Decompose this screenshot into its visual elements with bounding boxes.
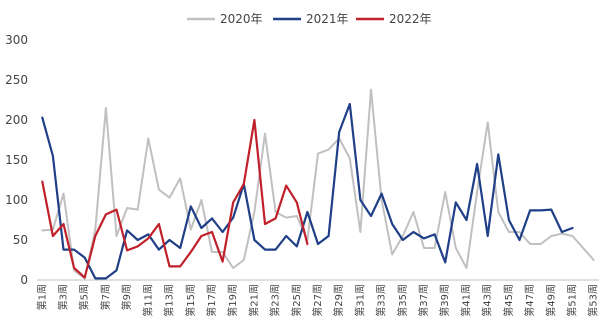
- x-tick-label: 第25周: [290, 284, 303, 317]
- x-tick-label: 第39周: [438, 284, 451, 317]
- x-tick-label: 第43周: [481, 284, 494, 317]
- y-tick-label: 300: [5, 33, 28, 47]
- x-tick-label: 第35周: [396, 284, 409, 317]
- y-tick-label: 50: [13, 233, 28, 247]
- y-tick-label: 200: [5, 113, 28, 127]
- x-tick-label: 第33周: [375, 284, 388, 317]
- series-line-1: [41, 88, 595, 280]
- legend: 2020年 2021年 2022年: [187, 12, 432, 26]
- x-tick-label: 第27周: [311, 284, 324, 317]
- series-line-3: [41, 118, 309, 279]
- x-tick-label: 第29周: [332, 284, 345, 317]
- x-tick-label: 第5周: [78, 284, 91, 310]
- x-tick-label: 第15周: [184, 284, 197, 317]
- x-tick-label: 第1周: [35, 284, 48, 310]
- x-tick-label: 第9周: [120, 284, 133, 310]
- x-tick-label: 第23周: [269, 284, 282, 317]
- x-tick-label: 第11周: [141, 284, 154, 317]
- x-tick-label: 第49周: [544, 284, 557, 317]
- x-axis: 第1周 第3周 第5周 第7周 第9周 第11周 第13周 第15周 第17周 第19周 第21周第…: [35, 279, 600, 317]
- legend-label: 2021年: [306, 12, 349, 26]
- x-tick-label: 第53周: [587, 284, 600, 317]
- series-lines: [41, 88, 595, 280]
- y-tick-label: 150: [5, 153, 28, 167]
- x-tick-label: 第21周: [247, 284, 260, 317]
- x-tick-label: 第19周: [226, 284, 239, 317]
- x-tick-label: 第45周: [502, 284, 515, 317]
- y-axis: 0 50 100 150 200 250 300: [5, 33, 28, 287]
- x-tick-label: 第51周: [565, 284, 578, 317]
- x-tick-label: 第47周: [523, 284, 536, 317]
- x-tick-label: 第41周: [459, 284, 472, 317]
- y-tick-label: 250: [5, 73, 28, 87]
- x-tick-label: 第3周: [57, 284, 70, 310]
- legend-label: 2022年: [389, 12, 432, 26]
- x-tick-label: 第13周: [163, 284, 176, 317]
- x-tick-label: 第7周: [99, 284, 112, 310]
- y-tick-label: 0: [20, 273, 28, 287]
- x-tick-label: 第17周: [205, 284, 218, 317]
- y-tick-label: 100: [5, 193, 28, 207]
- x-tick-label: 第31周: [353, 284, 366, 317]
- series-line-2: [41, 102, 574, 280]
- legend-label: 2020年: [220, 12, 263, 26]
- x-tick-label: 第37周: [417, 284, 430, 317]
